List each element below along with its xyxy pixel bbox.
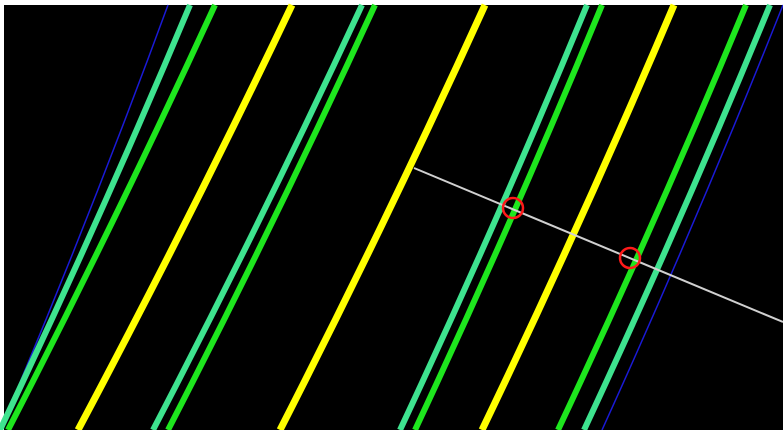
lane-line-boundary — [601, 4, 783, 430]
lane-line-outer-line — [0, 3, 193, 430]
lane-line-center-line — [74, 3, 296, 430]
intersection-marker — [618, 246, 642, 270]
lane-line-center-line — [276, 3, 489, 430]
lane-line-center-line — [478, 3, 678, 430]
lane-lines — [0, 3, 783, 430]
lane-line-outer-line — [150, 3, 365, 430]
lane-line-inner-line — [555, 3, 749, 430]
intersection-marker — [501, 196, 525, 220]
lane-line-outer-line — [397, 3, 590, 430]
lane-line-outer-line — [581, 3, 773, 430]
lane-line-inner-line — [165, 3, 378, 430]
intersection-markers — [501, 196, 642, 270]
canvas-background — [4, 5, 783, 430]
measure-line — [413, 167, 783, 323]
lane-line-inner-line — [5, 3, 218, 430]
